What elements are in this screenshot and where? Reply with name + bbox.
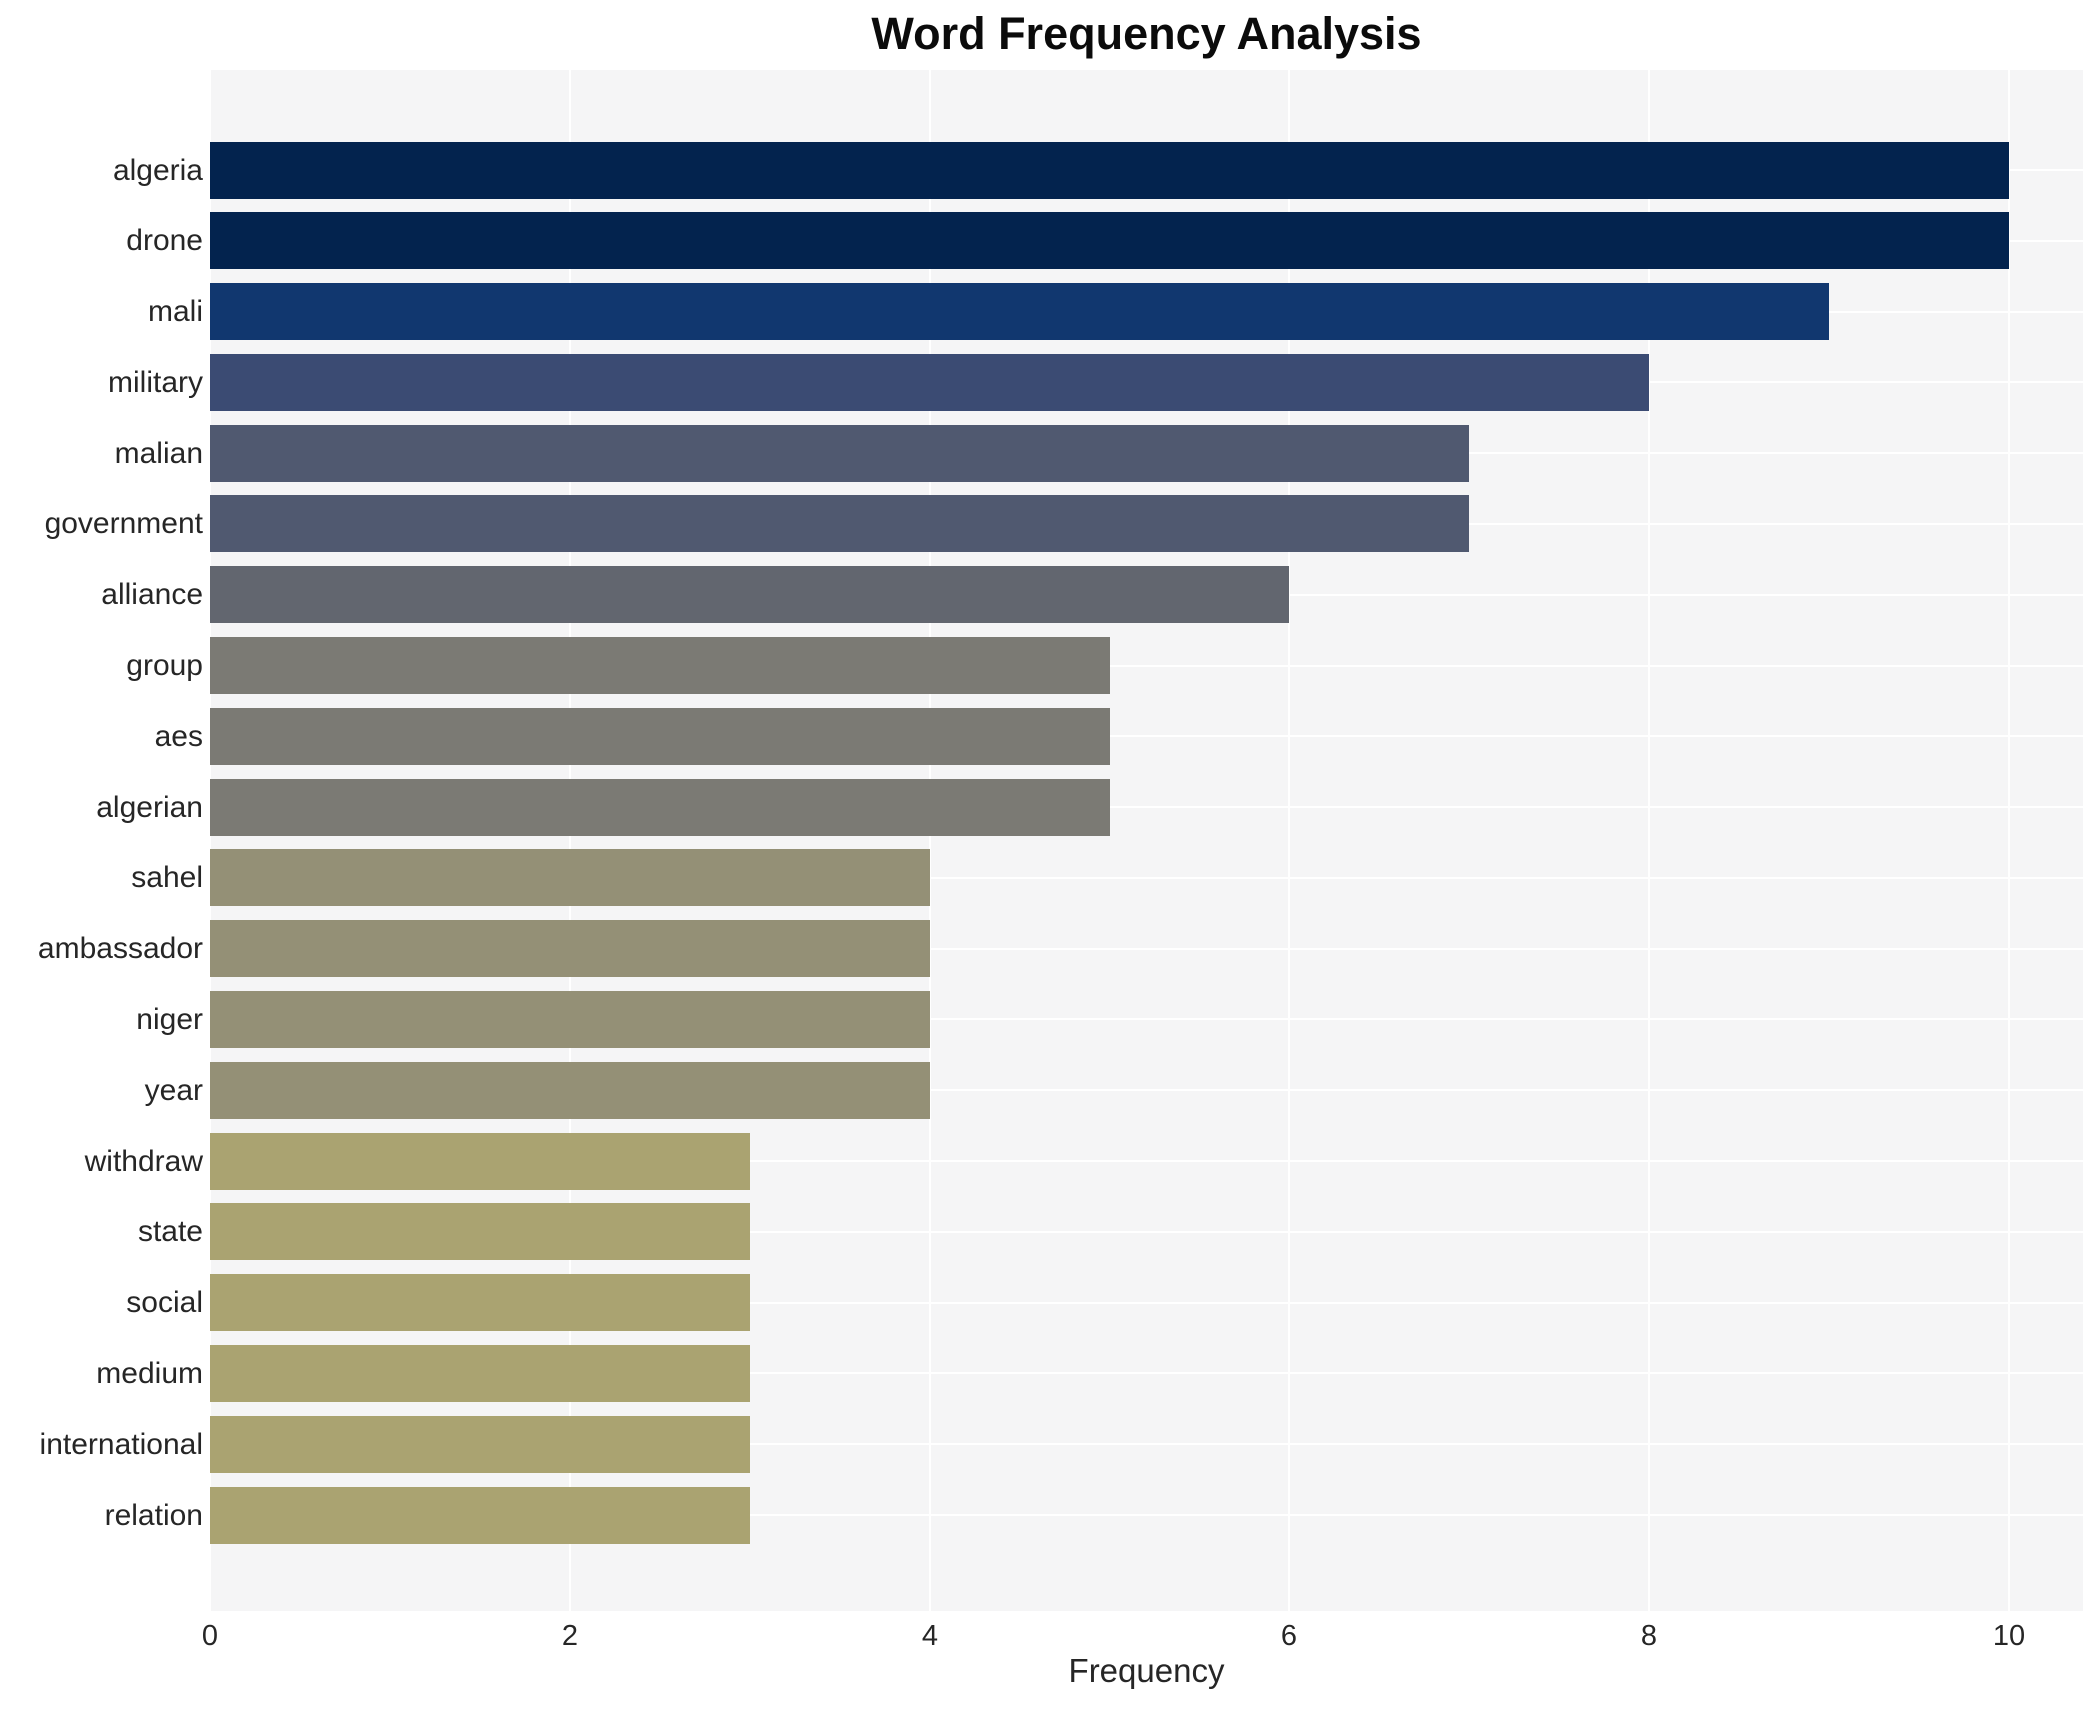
bar-algerian (210, 779, 1110, 836)
bar-state (210, 1203, 750, 1260)
bar-sahel (210, 849, 930, 906)
bar-government (210, 495, 1469, 552)
bar-social (210, 1274, 750, 1331)
plot-area (209, 70, 2083, 1611)
y-tick-label-aes: aes (154, 720, 203, 753)
gridline-vertical (1648, 70, 1651, 1611)
gridline-horizontal (210, 876, 2083, 879)
y-tick-label-year: year (144, 1074, 203, 1107)
chart-title: Word Frequency Analysis (871, 8, 1422, 59)
bar-relation (210, 1487, 750, 1544)
y-tick-label-drone: drone (126, 224, 203, 257)
bar-algeria (210, 142, 2009, 199)
x-tick-label-4: 4 (921, 1620, 939, 1652)
y-tick-label-malian: malian (114, 437, 203, 470)
bar-malian (210, 425, 1469, 482)
gridline-horizontal (210, 735, 2083, 738)
gridline-vertical (568, 70, 571, 1611)
gridline-vertical (2008, 70, 2010, 1611)
gridline-horizontal (210, 1230, 2083, 1233)
x-tick-label-8: 8 (1640, 1620, 1658, 1652)
gridline-vertical (209, 70, 211, 1611)
y-tick-label-relation: relation (104, 1499, 203, 1532)
gridline-horizontal (210, 1443, 2083, 1446)
y-tick-label-alliance: alliance (101, 578, 203, 611)
x-tick-label-6: 6 (1280, 1620, 1298, 1652)
bar-niger (210, 991, 930, 1048)
y-tick-label-social: social (126, 1286, 203, 1319)
gridline-horizontal (210, 1018, 2083, 1021)
x-tick-label-2: 2 (561, 1620, 579, 1652)
y-tick-label-military: military (108, 366, 203, 399)
gridline-vertical (1288, 70, 1291, 1611)
y-tick-label-sahel: sahel (131, 861, 203, 894)
gridline-vertical (928, 70, 931, 1611)
bar-drone (210, 212, 2009, 269)
gridline-horizontal (210, 806, 2083, 809)
x-tick-label-0: 0 (201, 1620, 219, 1652)
y-tick-label-government: government (44, 507, 203, 540)
gridline-horizontal (210, 1514, 2083, 1516)
bar-mali (210, 283, 1829, 340)
bar-medium (210, 1345, 750, 1402)
gridline-horizontal (210, 1089, 2083, 1092)
bar-international (210, 1416, 750, 1473)
gridline-horizontal (210, 1301, 2083, 1304)
bar-group (210, 637, 1110, 694)
gridline-horizontal (210, 1372, 2083, 1375)
bar-aes (210, 708, 1110, 765)
y-tick-label-algeria: algeria (112, 154, 203, 187)
gridline-horizontal (210, 947, 2083, 950)
gridline-horizontal (210, 664, 2083, 667)
y-tick-label-medium: medium (96, 1357, 203, 1390)
y-tick-label-group: group (126, 649, 203, 682)
y-tick-label-mali: mali (147, 295, 203, 328)
x-axis-title: Frequency (1068, 1652, 1225, 1689)
bar-alliance (210, 566, 1289, 623)
bar-withdraw (210, 1133, 750, 1190)
y-tick-label-niger: niger (136, 1003, 203, 1036)
bar-year (210, 1062, 930, 1119)
y-tick-label-ambassador: ambassador (37, 932, 203, 965)
gridline-horizontal (210, 1160, 2083, 1163)
bar-military (210, 354, 1649, 411)
bar-ambassador (210, 920, 930, 977)
x-tick-label-10: 10 (1992, 1620, 2026, 1652)
y-tick-label-withdraw: withdraw (84, 1145, 203, 1178)
y-tick-label-international: international (39, 1428, 203, 1461)
y-tick-label-algerian: algerian (96, 791, 203, 824)
y-tick-label-state: state (137, 1215, 203, 1248)
